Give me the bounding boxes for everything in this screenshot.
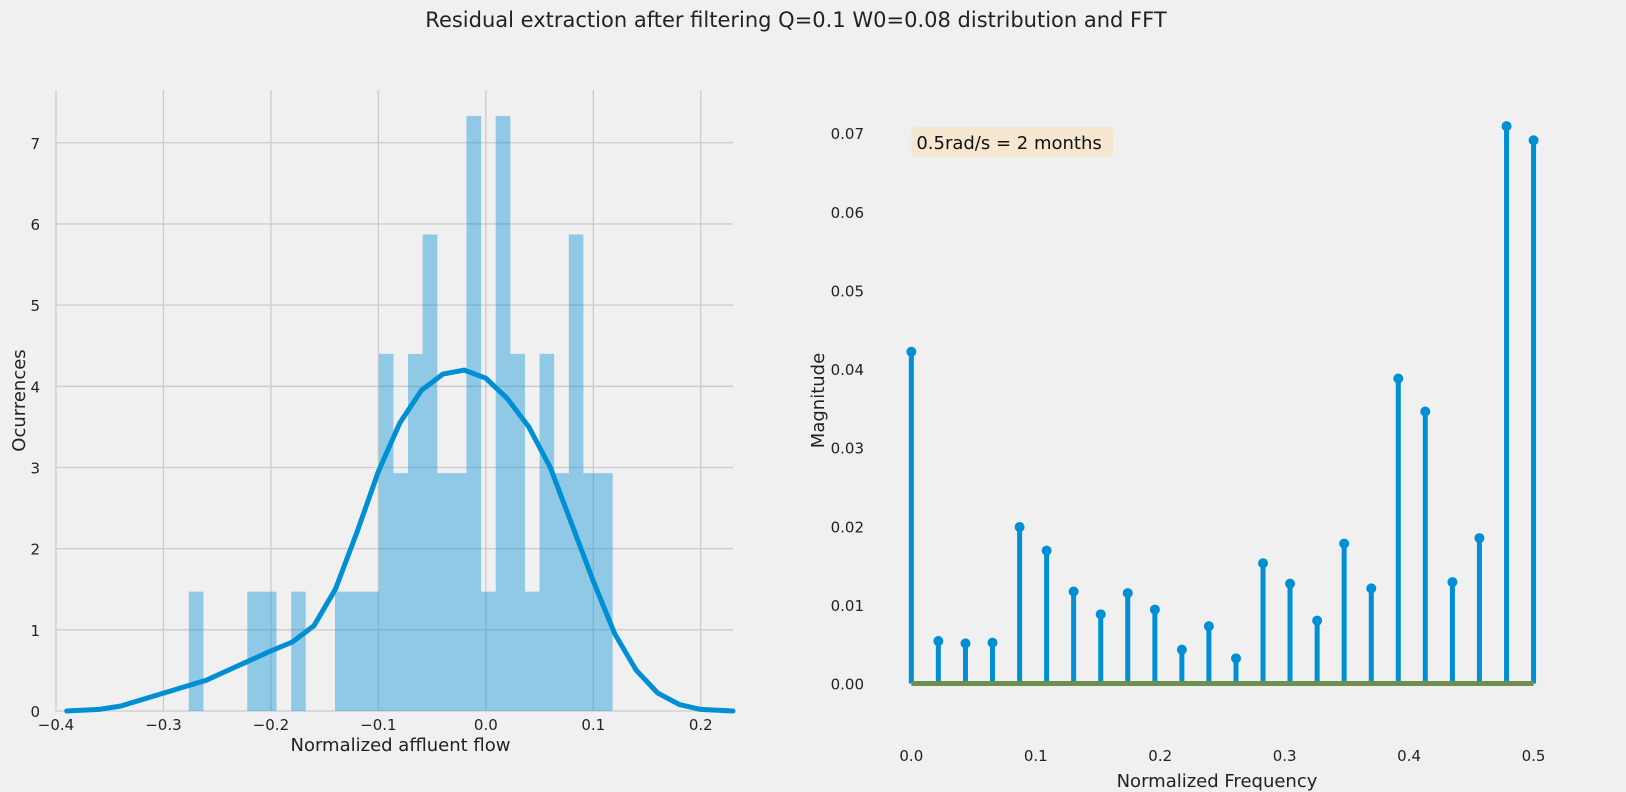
fft-stem-marker: [1258, 558, 1269, 569]
fft-stem-marker: [933, 636, 944, 647]
fft-x-tick-label: 0.4: [1397, 747, 1421, 765]
fft-stem-marker: [1203, 621, 1214, 632]
fft-stem-marker: [1068, 586, 1079, 597]
hist-bar: [568, 234, 584, 711]
kde-line: [64, 367, 736, 714]
hist-y-tick-label: 6: [30, 216, 40, 234]
fft-stem-marker: [1014, 522, 1025, 533]
fft-y-axis-label: Magnitude: [808, 353, 829, 448]
hist-bar: [393, 473, 409, 711]
hist-y-axis-label: Ocurrences: [9, 349, 30, 451]
hist-y-tick-label: 4: [30, 378, 40, 396]
fft-stem-marker: [1447, 577, 1458, 588]
fft-stem-marker: [1366, 583, 1377, 594]
hist-bar: [481, 591, 496, 711]
figure-title: Residual extraction after filtering Q=0.…: [425, 8, 1167, 32]
fft-stem-marker: [1149, 604, 1160, 615]
hist-y-tick-label: 0: [30, 703, 40, 721]
fft-annotation-text: 0.5rad/s = 2 months: [916, 133, 1101, 154]
fft-stem-marker: [1339, 538, 1350, 549]
fft-stem-marker: [960, 638, 971, 649]
hist-bar: [364, 591, 379, 711]
hist-bar: [437, 473, 452, 711]
fft-y-tick-label: 0.07: [831, 125, 864, 143]
hist-bar: [598, 473, 613, 711]
hist-bar: [539, 353, 555, 711]
hist-x-tick-label: 0.1: [581, 716, 605, 734]
fft-stem-marker: [1285, 578, 1296, 589]
fft-x-axis-label: Normalized Frequency: [1117, 771, 1318, 792]
hist-bar: [524, 591, 540, 711]
hist-bar: [495, 115, 511, 712]
hist-y-tick-label: 5: [30, 297, 40, 315]
hist-y-tick-label: 2: [30, 541, 40, 559]
fft-x-tick-label: 0.3: [1273, 747, 1297, 765]
hist-y-tick-label: 1: [30, 622, 40, 640]
fft-stem-marker: [1095, 609, 1106, 620]
hist-bar: [188, 591, 204, 711]
hist-bar: [408, 353, 423, 711]
histogram-chart: 0 1 2 3 4 5 6 7 −0.4 −0.3 −0.2 −0.1 0.0 0.1 0.2 Normali…: [9, 90, 736, 756]
fft-stem-marker: [1474, 533, 1485, 544]
hist-bar: [466, 115, 482, 712]
fft-stem-marker: [1041, 545, 1052, 556]
fft-y-tick-label: 0.06: [831, 204, 864, 222]
hist-bar: [583, 473, 599, 711]
fft-stem-marker: [906, 346, 917, 357]
fft-x-tick-label: 0.1: [1024, 747, 1048, 765]
hist-bar: [422, 234, 438, 711]
fft-stem-marker: [1528, 135, 1539, 146]
hist-x-tick-label: 0.0: [474, 716, 498, 734]
hist-bar: [247, 591, 262, 711]
fft-stem-marker: [1501, 121, 1512, 132]
fft-x-tick-label: 0.2: [1148, 747, 1172, 765]
fft-stem-marker: [1312, 615, 1323, 626]
fft-stem-marker: [1420, 406, 1431, 417]
hist-bar: [554, 473, 569, 711]
fft-x-tick-label: 0.5: [1522, 747, 1546, 765]
fft-y-tick-label: 0.04: [831, 361, 864, 379]
hist-y-tick-label: 3: [30, 459, 40, 477]
hist-y-tick-label: 7: [30, 135, 40, 153]
fft-stem-marker: [987, 637, 998, 648]
hist-bar: [451, 473, 467, 711]
fft-stem-chart: 0.00 0.01 0.02 0.03 0.04 0.05 0.06 0.07 0.0 0.1 0.…: [808, 121, 1545, 792]
hist-x-tick-label: −0.2: [253, 716, 289, 734]
fft-y-tick-label: 0.03: [831, 440, 864, 458]
hist-bar: [291, 591, 306, 711]
hist-bar: [334, 591, 350, 711]
hist-bar: [349, 591, 365, 711]
fft-stem-marker: [1231, 653, 1242, 664]
fft-y-tick-label: 0.05: [831, 282, 864, 300]
fft-y-tick-label: 0.00: [831, 675, 864, 693]
hist-x-tick-label: −0.1: [360, 716, 396, 734]
fft-annotation-box: [911, 127, 1114, 158]
fft-stem-marker: [1122, 588, 1133, 599]
hist-bar: [510, 353, 525, 711]
hist-x-tick-label: −0.3: [145, 716, 181, 734]
fft-stem-marker: [1176, 644, 1187, 655]
fft-x-tick-label: 0.0: [899, 747, 923, 765]
hist-x-tick-label: −0.4: [38, 716, 74, 734]
fft-y-tick-label: 0.01: [831, 597, 864, 615]
hist-bar: [378, 353, 394, 711]
hist-x-axis-label: Normalized affluent flow: [291, 735, 511, 756]
fft-y-tick-label: 0.02: [831, 518, 864, 536]
fft-stem-marker: [1393, 373, 1404, 384]
hist-x-tick-label: 0.2: [689, 716, 713, 734]
